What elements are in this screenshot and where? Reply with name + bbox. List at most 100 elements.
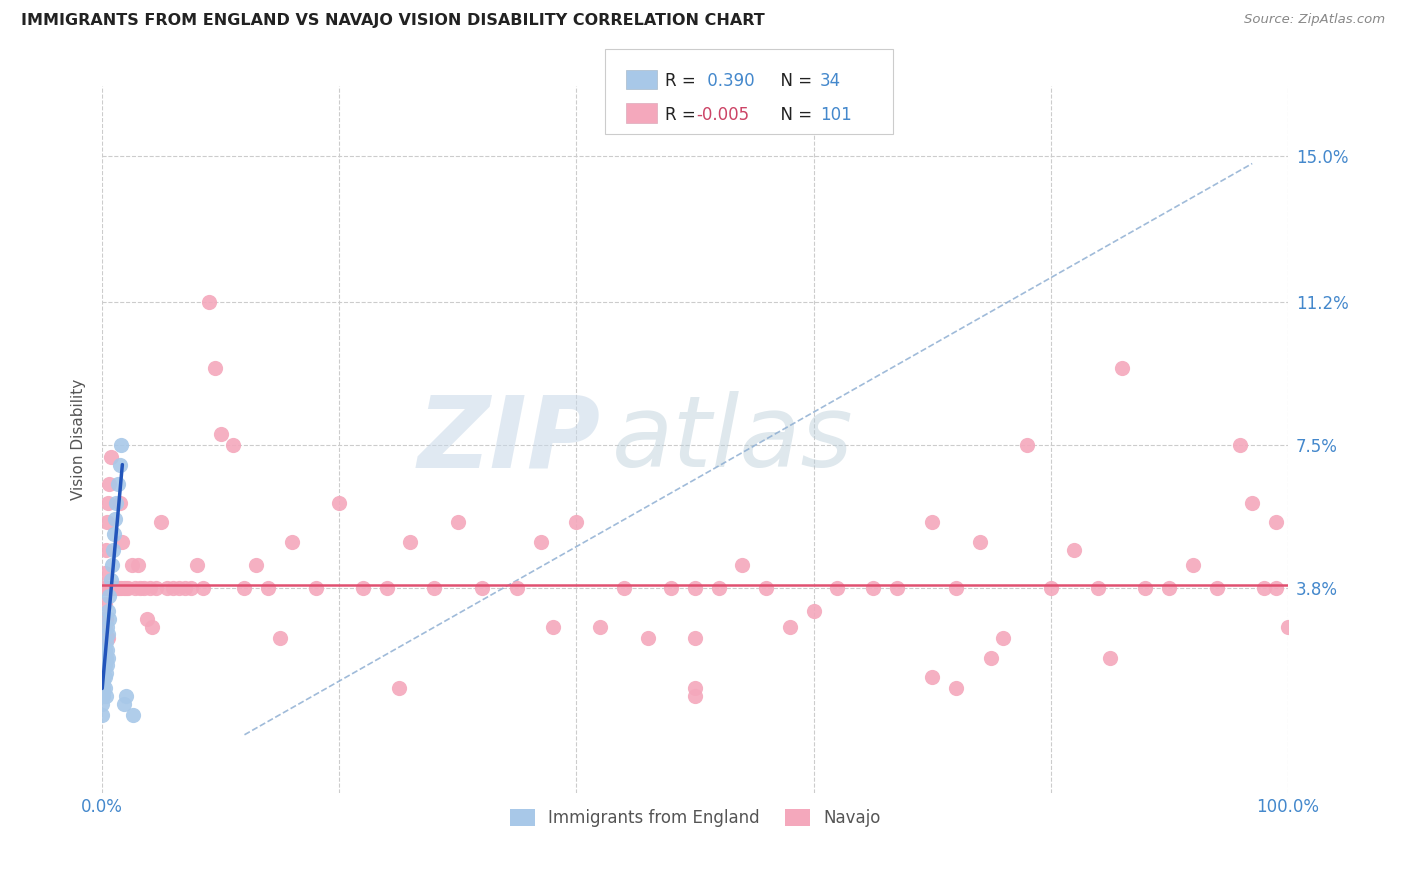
- Point: [1135, 581, 1157, 595]
- Point: [138, 581, 160, 595]
- Point: [993, 632, 1015, 646]
- Point: [104, 511, 127, 525]
- Point: [115, 689, 138, 703]
- Point: [101, 581, 124, 595]
- Point: [257, 581, 280, 595]
- Point: [136, 612, 159, 626]
- Point: [209, 426, 232, 441]
- Point: [94, 665, 117, 680]
- Point: [506, 581, 529, 595]
- Point: [921, 516, 943, 530]
- Point: [221, 438, 243, 452]
- Point: [124, 581, 146, 595]
- Point: [97, 604, 120, 618]
- Point: [1229, 438, 1251, 452]
- Point: [112, 697, 135, 711]
- Point: [127, 558, 149, 572]
- Point: [637, 632, 659, 646]
- Point: [233, 581, 256, 595]
- Point: [1264, 516, 1286, 530]
- Point: [1063, 542, 1085, 557]
- Point: [108, 496, 131, 510]
- Text: N =: N =: [770, 106, 818, 124]
- Point: [1277, 620, 1299, 634]
- Point: [96, 643, 118, 657]
- Point: [100, 581, 122, 595]
- Point: [186, 558, 208, 572]
- Point: [107, 581, 129, 595]
- Point: [98, 476, 121, 491]
- Point: [97, 627, 120, 641]
- Point: [779, 620, 801, 634]
- Point: [530, 534, 553, 549]
- Point: [96, 620, 118, 634]
- Point: [100, 450, 122, 464]
- Point: [1098, 650, 1121, 665]
- Point: [100, 558, 122, 572]
- Point: [93, 581, 115, 595]
- Point: [115, 581, 138, 595]
- Point: [103, 527, 125, 541]
- Point: [108, 458, 131, 472]
- Text: IMMIGRANTS FROM ENGLAND VS NAVAJO VISION DISABILITY CORRELATION CHART: IMMIGRANTS FROM ENGLAND VS NAVAJO VISION…: [21, 13, 765, 29]
- Point: [862, 581, 884, 595]
- Point: [145, 581, 167, 595]
- Point: [94, 689, 117, 703]
- Point: [162, 581, 184, 595]
- Point: [93, 597, 115, 611]
- Point: [93, 643, 115, 657]
- Point: [96, 581, 118, 595]
- Point: [91, 697, 114, 711]
- Point: [100, 581, 122, 595]
- Point: [1241, 496, 1264, 510]
- Point: [101, 542, 124, 557]
- Point: [93, 670, 115, 684]
- Point: [93, 658, 115, 673]
- Text: N =: N =: [770, 72, 818, 90]
- Point: [304, 581, 326, 595]
- Point: [1264, 581, 1286, 595]
- Point: [94, 542, 117, 557]
- Point: [387, 681, 409, 696]
- Point: [129, 581, 152, 595]
- Point: [93, 612, 115, 626]
- Point: [93, 566, 115, 580]
- Point: [683, 689, 706, 703]
- Point: [105, 496, 128, 510]
- Point: [103, 581, 125, 595]
- Point: [204, 361, 226, 376]
- Point: [94, 581, 117, 595]
- Point: [399, 534, 422, 549]
- Point: [1039, 581, 1062, 595]
- Point: [169, 581, 191, 595]
- Point: [945, 681, 967, 696]
- Point: [683, 632, 706, 646]
- Point: [98, 581, 121, 595]
- Point: [97, 496, 120, 510]
- Point: [683, 681, 706, 696]
- Point: [96, 658, 118, 673]
- Point: [423, 581, 446, 595]
- Point: [96, 632, 118, 646]
- Point: [150, 516, 173, 530]
- Point: [93, 681, 115, 696]
- Point: [471, 581, 494, 595]
- Point: [98, 589, 121, 603]
- Point: [1111, 361, 1133, 376]
- Point: [198, 295, 221, 310]
- Text: atlas: atlas: [612, 391, 853, 488]
- Point: [111, 534, 134, 549]
- Point: [107, 476, 129, 491]
- Point: [96, 516, 118, 530]
- Point: [93, 673, 115, 688]
- Point: [93, 681, 115, 696]
- Text: -0.005: -0.005: [696, 106, 749, 124]
- Point: [945, 581, 967, 595]
- Point: [1181, 558, 1204, 572]
- Point: [269, 632, 291, 646]
- Point: [110, 438, 132, 452]
- Point: [132, 581, 155, 595]
- Point: [94, 612, 117, 626]
- Point: [589, 620, 612, 634]
- Text: R =: R =: [665, 72, 702, 90]
